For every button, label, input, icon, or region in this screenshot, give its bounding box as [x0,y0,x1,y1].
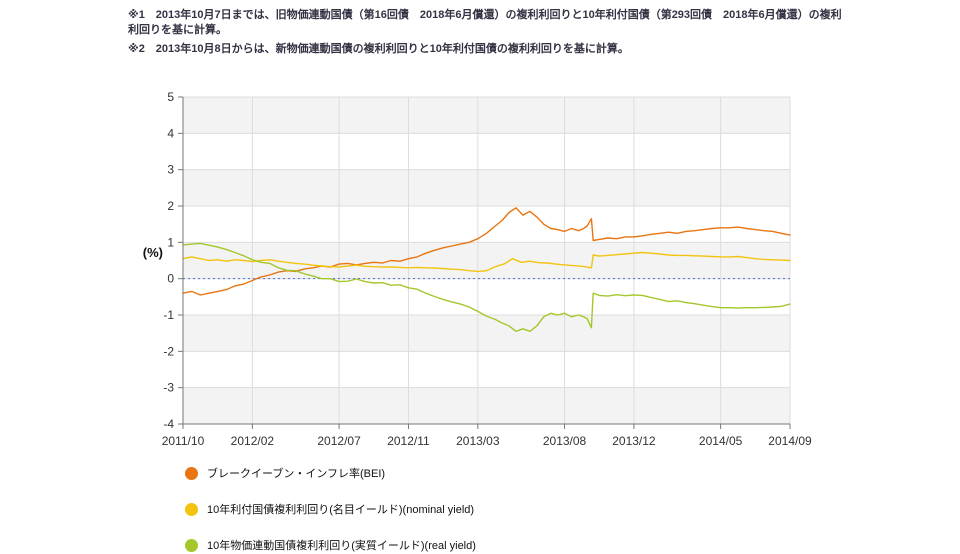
legend: ブレークイーブン・インフレ率(BEI) 10年利付国債複利利回り(名目イールド)… [185,466,476,554]
legend-item-nominal-yield: 10年利付国債複利利回り(名目イールド)(nominal yield) [185,502,476,516]
svg-text:(%): (%) [143,245,163,260]
svg-text:2012/11: 2012/11 [387,434,430,448]
legend-label-bei: ブレークイーブン・インフレ率(BEI) [207,468,386,480]
svg-text:2: 2 [167,199,174,213]
svg-text:2011/10: 2011/10 [162,434,205,448]
svg-text:-3: -3 [163,381,174,395]
svg-text:2012/07: 2012/07 [317,434,361,448]
legend-label-nominal-yield: 10年利付国債複利利回り(名目イールド)(nominal yield) [207,504,475,516]
legend-swatch-real-yield-icon [185,538,198,552]
footnote-1: ※1 2013年10月7日までは、旧物価連動国債（第16回債 2018年6月償還… [128,9,842,36]
legend-swatch-bei-icon [185,466,198,480]
svg-text:4: 4 [167,126,174,140]
footnotes: ※1 2013年10月7日までは、旧物価連動国債（第16回債 2018年6月償還… [128,8,850,62]
svg-text:2013/08: 2013/08 [543,434,587,448]
svg-text:2014/09: 2014/09 [768,434,812,448]
svg-text:1: 1 [167,235,174,249]
legend-label-real-yield: 10年物価連動国債複利利回り(実質イールド)(real yield) [207,540,476,552]
svg-text:2013/03: 2013/03 [456,434,500,448]
legend-item-bei: ブレークイーブン・インフレ率(BEI) [185,466,476,480]
legend-swatch-nominal-yield-icon [185,502,198,516]
svg-text:3: 3 [167,163,174,177]
svg-text:2012/02: 2012/02 [231,434,275,448]
yield-line-chart: 5 4 3 2 1 0 -1 -2 -3 -4 2011/10 2012/02 2012/07 2012/… [143,90,812,448]
svg-text:-1: -1 [163,308,174,322]
svg-text:2013/12: 2013/12 [612,434,656,448]
svg-text:2014/05: 2014/05 [699,434,743,448]
svg-text:5: 5 [167,90,174,104]
svg-text:0: 0 [167,272,174,286]
svg-text:-4: -4 [163,417,174,431]
footnote-2: ※2 2013年10月8日からは、新物価連動国債の複利利回りと10年利付国債の複… [128,43,629,56]
legend-item-real-yield: 10年物価連動国債複利利回り(実質イールド)(real yield) [185,538,476,552]
svg-text:-2: -2 [163,344,174,358]
